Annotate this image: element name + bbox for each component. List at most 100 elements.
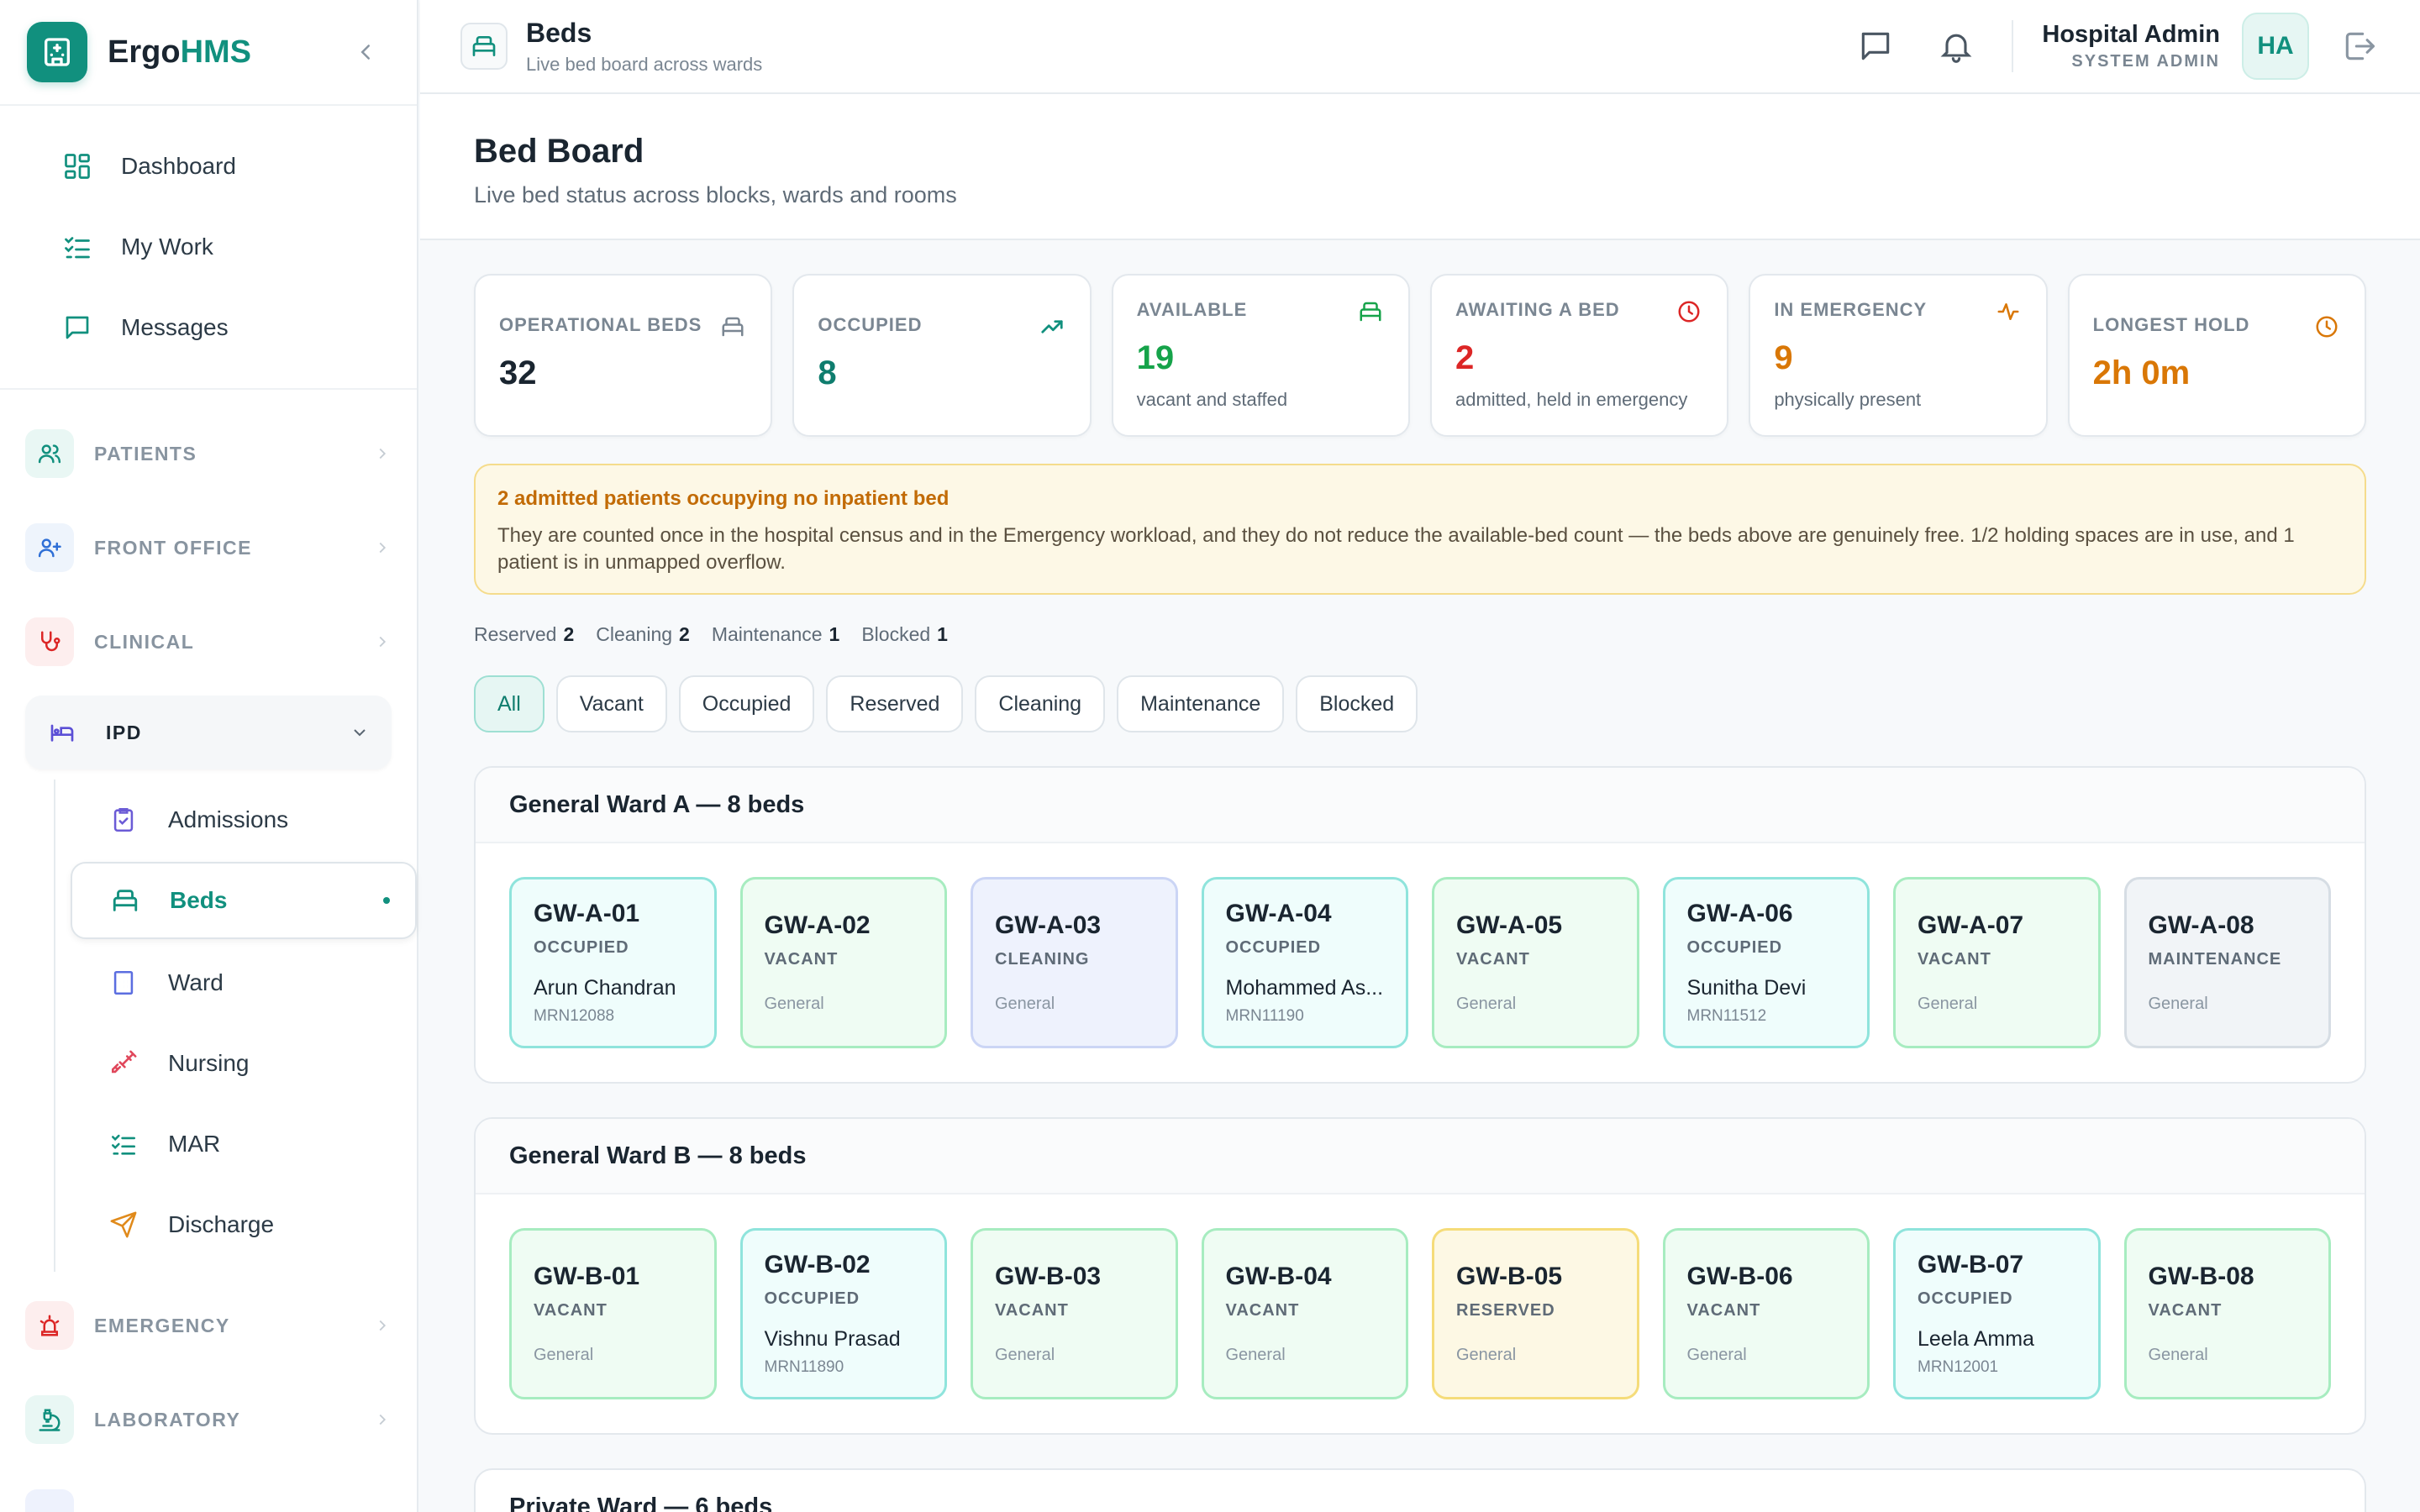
bed-code: GW-A-01 [534,900,640,927]
stat-label: AWAITING A BED [1455,299,1620,320]
nav-label: Messages [121,314,229,340]
nav-section-more[interactable] [0,1467,417,1512]
bed-code: GW-B-05 [1456,1263,1563,1290]
send-icon [109,1210,138,1239]
notifications-button[interactable] [1938,28,1975,65]
microscope-icon [25,1395,74,1444]
bed-grid: GW-B-01 VACANT General GW-B-02 OCCUPIED … [476,1194,2365,1399]
users-icon [25,429,74,478]
clipboard-check-icon [109,806,138,834]
grid-icon [62,151,92,181]
bed-card[interactable]: GW-B-02 OCCUPIED Vishnu Prasad MRN11890 [739,1228,947,1399]
nav-section-emergency[interactable]: EMERGENCY [0,1278,417,1373]
stat-card: AWAITING A BED 2 admitted, held in emerg… [1429,274,1729,437]
nav-messages[interactable]: Messages [25,287,392,368]
bed-card[interactable]: GW-A-03 CLEANING General [971,877,1178,1048]
stat-description: admitted, held in emergency [1455,389,1688,410]
messages-button[interactable] [1857,28,1894,65]
bed-card[interactable]: GW-A-04 OCCUPIED Mohammed As... MRN11190 [1201,877,1408,1048]
bell-icon [1938,28,1975,65]
nav-mar[interactable]: MAR [71,1104,417,1184]
nav-label: Dashboard [121,153,236,179]
filter-all[interactable]: All [474,675,544,732]
nav-primary: Dashboard My Work Messages [0,106,417,390]
bed-type: General [1225,1346,1286,1364]
nav-section-patients[interactable]: PATIENTS [0,407,417,501]
nav-section-ipd[interactable]: IPD [25,696,392,769]
avatar[interactable]: HA [2242,13,2309,80]
section-label: IPD [106,721,142,743]
nav-dashboard[interactable]: Dashboard [25,126,392,207]
chat-icon [62,312,92,343]
stat-value: 2 [1455,339,1475,376]
patient-mrn: MRN12001 [1918,1358,1999,1376]
bed-code: GW-B-04 [1225,1263,1332,1290]
collapse-sidebar-button[interactable] [353,39,378,65]
stat-label: IN EMERGENCY [1774,299,1928,320]
nav-admissions[interactable]: Admissions [71,780,417,860]
count-item: Maintenance 1 [711,623,840,645]
bed-card[interactable]: GW-B-08 VACANT General [2123,1228,2331,1399]
bed-card[interactable]: GW-B-06 VACANT General [1662,1228,1870,1399]
bed-card[interactable]: GW-A-08 MAINTENANCE General [2123,877,2331,1048]
header-subtitle: Live bed board across wards [526,53,763,75]
nav-ward[interactable]: Ward [71,942,417,1023]
nav-label: Admissions [168,806,289,832]
patient-name: Leela Amma [1918,1327,2034,1351]
filter-reserved[interactable]: Reserved [826,675,964,732]
filter-maintenance[interactable]: Maintenance [1117,675,1285,732]
bed-code: GW-A-05 [1456,911,1563,939]
bed-status: CLEANING [995,950,1090,969]
clock-icon [1676,299,1702,324]
page-title: Bed Board [474,133,644,170]
nav-section-clinical[interactable]: CLINICAL [0,595,417,689]
bed-card[interactable]: GW-A-06 OCCUPIED Sunitha Devi MRN11512 [1662,877,1870,1048]
user-info: Hospital Admin SYSTEM ADMIN [2042,21,2220,71]
bed-type: General [1456,1346,1517,1364]
nav-beds[interactable]: Beds [71,862,417,939]
chevron-right-icon [373,444,392,463]
bed-icon [720,314,745,339]
ward-title: Private Ward — 6 beds [509,1494,773,1512]
bed-status: VACANT [995,1301,1069,1320]
nav-nursing[interactable]: Nursing [71,1023,417,1104]
nav-section-laboratory[interactable]: LABORATORY [0,1373,417,1467]
stat-label: OPERATIONAL BEDS [499,314,702,335]
bed-card[interactable]: GW-A-05 VACANT General [1432,877,1639,1048]
nav-section-front-office[interactable]: FRONT OFFICE [0,501,417,595]
bed-card[interactable]: GW-A-01 OCCUPIED Arun Chandran MRN12088 [509,877,717,1048]
bed-card[interactable]: GW-B-07 OCCUPIED Leela Amma MRN12001 [1893,1228,2101,1399]
filter-cleaning[interactable]: Cleaning [975,675,1106,732]
bed-card[interactable]: GW-A-07 VACANT General [1893,877,2101,1048]
bed-status: VACANT [764,950,839,969]
bed-card[interactable]: GW-B-04 VACANT General [1201,1228,1408,1399]
bed-code: GW-A-06 [1686,900,1793,927]
bed-code: GW-B-08 [2148,1263,2254,1290]
nav-discharge[interactable]: Discharge [71,1184,417,1265]
patient-name: Arun Chandran [534,976,676,1000]
bed-card[interactable]: GW-B-03 VACANT General [971,1228,1178,1399]
bed-code: GW-A-02 [764,911,871,939]
siren-icon [25,1301,74,1350]
ward-title: General Ward A — 8 beds [476,768,2365,843]
bed-status: OCCUPIED [764,1289,860,1308]
checklist-icon [62,232,92,262]
count-item: Blocked 1 [861,623,948,645]
logout-button[interactable] [2341,28,2378,65]
bed-type: General [764,995,824,1013]
stat-label: LONGEST HOLD [2092,314,2250,335]
bed-card[interactable]: GW-B-01 VACANT General [509,1228,717,1399]
bed-card[interactable]: GW-B-05 RESERVED General [1432,1228,1639,1399]
bed-card[interactable]: GW-A-02 VACANT General [739,877,947,1048]
patient-name: Sunitha Devi [1686,976,1807,1000]
bed-status: VACANT [1918,950,1991,969]
stat-value: 19 [1136,339,1175,376]
filter-vacant[interactable]: Vacant [555,675,667,732]
filter-occupied[interactable]: Occupied [678,675,815,732]
nav-my-work[interactable]: My Work [25,207,392,287]
bed-type: General [995,1346,1055,1364]
bed-status: VACANT [2148,1301,2223,1320]
stat-card: AVAILABLE 19 vacant and staffed [1111,274,1410,437]
filter-blocked[interactable]: Blocked [1296,675,1418,732]
stat-label: AVAILABLE [1136,299,1248,320]
